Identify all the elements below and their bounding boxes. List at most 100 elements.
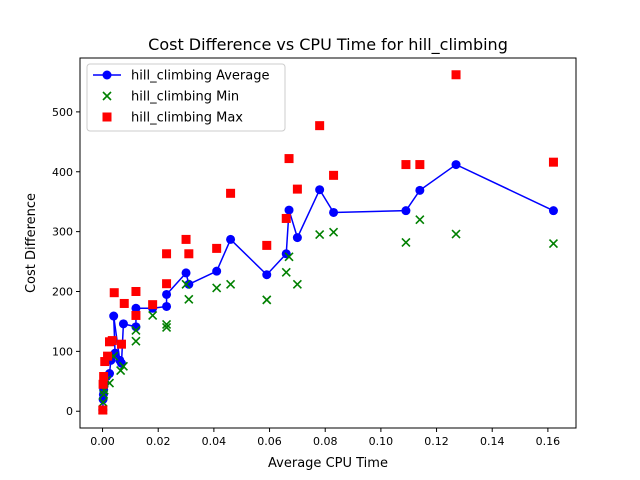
max-point bbox=[284, 154, 294, 164]
min-point-stroke bbox=[131, 336, 141, 346]
average-point bbox=[226, 234, 236, 244]
min-point-stroke bbox=[451, 229, 461, 239]
min-point bbox=[226, 279, 236, 289]
max-point bbox=[162, 279, 172, 289]
min-point-stroke bbox=[181, 279, 191, 289]
min-point-stroke bbox=[401, 237, 411, 247]
legend-label: hill_climbing Max bbox=[131, 111, 243, 126]
x-tick-label: 0.00 bbox=[90, 435, 115, 448]
min-point-stroke bbox=[226, 279, 236, 289]
min-point-stroke bbox=[292, 279, 302, 289]
x-tick-label: 0.12 bbox=[424, 435, 449, 448]
max-point bbox=[100, 357, 110, 367]
max-point bbox=[119, 298, 129, 308]
y-tick-label: 200 bbox=[52, 285, 73, 298]
legend-frame bbox=[86, 63, 286, 132]
min-point-stroke bbox=[116, 365, 126, 376]
legend: hill_climbing Average hill_climbing Min hi… bbox=[86, 63, 286, 132]
average-point bbox=[262, 270, 272, 280]
max-point bbox=[401, 160, 411, 170]
min-point-stroke bbox=[161, 322, 172, 332]
max-point bbox=[131, 286, 141, 296]
max-point bbox=[226, 188, 236, 198]
average-point bbox=[162, 301, 172, 311]
min-point bbox=[98, 397, 108, 407]
min-point-stroke bbox=[98, 397, 108, 407]
average-point bbox=[162, 289, 172, 299]
max-point bbox=[181, 234, 191, 244]
max-point bbox=[162, 249, 172, 259]
min-point-stroke bbox=[212, 283, 222, 293]
min-point-stroke bbox=[281, 267, 291, 277]
min-point-stroke bbox=[262, 295, 272, 305]
max-point bbox=[292, 184, 302, 194]
legend-marker bbox=[102, 112, 112, 122]
min-point bbox=[415, 215, 425, 225]
min-point bbox=[116, 365, 126, 376]
legend-marker-stroke bbox=[102, 91, 112, 101]
max-point bbox=[548, 157, 558, 167]
min-point bbox=[281, 267, 291, 277]
min-point bbox=[184, 294, 194, 304]
x-tick-label: 0.08 bbox=[313, 435, 338, 448]
max-point bbox=[451, 70, 461, 80]
min-point-stroke bbox=[415, 215, 425, 225]
max-point bbox=[99, 372, 109, 382]
min-point-stroke bbox=[184, 294, 194, 304]
x-axis-label: Average CPU Time bbox=[268, 456, 388, 471]
series-layer bbox=[98, 70, 559, 415]
max-point bbox=[262, 240, 272, 250]
min-point bbox=[148, 310, 158, 321]
min-point bbox=[181, 279, 191, 289]
max-point bbox=[98, 379, 108, 389]
chart-title: Cost Difference vs CPU Time for hill_cli… bbox=[148, 35, 508, 55]
max-point bbox=[107, 336, 117, 346]
max-point bbox=[415, 160, 425, 170]
average-point bbox=[284, 205, 294, 215]
min-point-stroke bbox=[315, 230, 325, 240]
x-tick-label: 0.04 bbox=[202, 435, 227, 448]
max-point bbox=[212, 243, 222, 253]
min-point bbox=[292, 279, 302, 289]
min-point bbox=[548, 239, 559, 249]
min-point bbox=[131, 336, 141, 346]
series-square-marker bbox=[98, 70, 558, 415]
min-point-stroke bbox=[118, 361, 128, 371]
min-point bbox=[262, 295, 272, 305]
series-x-marker bbox=[98, 215, 559, 415]
min-point-stroke bbox=[161, 319, 172, 329]
max-point bbox=[103, 351, 113, 361]
min-point bbox=[315, 230, 325, 240]
min-point bbox=[131, 325, 141, 335]
min-point-stroke bbox=[148, 310, 158, 321]
min-point-stroke bbox=[329, 227, 339, 237]
max-point bbox=[184, 249, 194, 259]
x-tick-label: 0.06 bbox=[257, 435, 282, 448]
min-point-stroke bbox=[548, 239, 559, 249]
min-point bbox=[118, 361, 128, 371]
average-point bbox=[181, 268, 191, 278]
y-tick-label: 400 bbox=[52, 166, 73, 179]
y-tick-label: 0 bbox=[66, 405, 73, 418]
min-point bbox=[329, 227, 339, 237]
average-point bbox=[401, 206, 411, 216]
legend-label: hill_climbing Min bbox=[131, 90, 239, 105]
max-point bbox=[98, 405, 108, 415]
average-point bbox=[109, 311, 119, 321]
max-point bbox=[281, 213, 291, 223]
average-point bbox=[329, 207, 339, 217]
legend-entry: hill_climbing Max bbox=[102, 111, 243, 126]
y-axis: 0 100 200 300 400 500 bbox=[52, 106, 80, 418]
y-axis-label: Cost Difference bbox=[24, 193, 39, 293]
average-point bbox=[292, 233, 302, 243]
legend-marker bbox=[102, 91, 112, 101]
x-tick-label: 0.16 bbox=[536, 435, 561, 448]
x-tick-label: 0.14 bbox=[480, 435, 505, 448]
average-point bbox=[415, 185, 425, 195]
min-point bbox=[161, 322, 172, 332]
average-point bbox=[131, 303, 141, 313]
min-point bbox=[401, 237, 411, 247]
average-point bbox=[184, 279, 194, 289]
max-point bbox=[315, 121, 325, 131]
